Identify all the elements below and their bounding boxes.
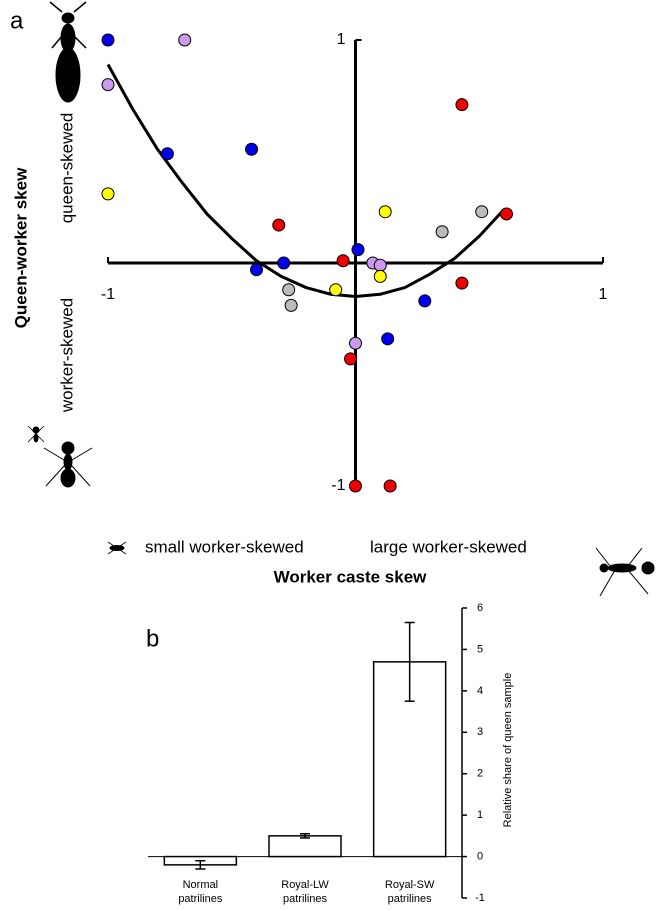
y-axis-title: Queen-worker skew: [11, 167, 30, 328]
point: [455, 98, 469, 112]
x-left-label: small worker-skewed: [145, 537, 304, 556]
x-tick-label: Normal patrilines: [178, 879, 223, 905]
point: [250, 263, 263, 277]
x-axis-title: Worker caste skew: [274, 567, 428, 586]
panel-label: a: [10, 7, 24, 34]
bar: [268, 835, 342, 858]
point: [336, 254, 350, 268]
point: [245, 142, 259, 156]
point: [349, 479, 362, 493]
ant-icon-queen: [49, 1, 87, 103]
point: [282, 283, 296, 297]
y-tick-label: 0: [477, 850, 483, 862]
point: [373, 269, 387, 283]
trend-line: [106, 63, 506, 298]
point: [475, 205, 489, 219]
y-tick-label: 3: [477, 726, 483, 738]
y-axis-title: Relative share of queen sample: [502, 673, 514, 828]
x-tick-label: -1: [101, 286, 115, 303]
point: [383, 479, 397, 493]
y-tick-label: 5: [477, 643, 483, 655]
point: [378, 205, 392, 219]
y-tick-label: 1: [337, 31, 346, 48]
x-tick-label: Royal-SW patrilines: [384, 879, 435, 905]
ant-icon-large: [595, 547, 655, 597]
point: [284, 298, 298, 312]
point: [351, 243, 365, 257]
point: [499, 207, 513, 221]
x-tick-label: 1: [599, 286, 608, 303]
y-tick-label: -1: [475, 892, 485, 904]
point: [455, 276, 469, 290]
y-tick-label: -1: [331, 477, 345, 494]
y-tick-label: 2: [477, 768, 483, 780]
panel-label: b: [146, 625, 159, 652]
point: [418, 294, 432, 308]
point: [178, 33, 192, 47]
x-tick-label: Royal-LW patrilines: [281, 879, 329, 905]
point: [344, 352, 358, 366]
y-tick-label: 6: [477, 602, 483, 614]
y-tick-label: 1: [477, 809, 483, 821]
point: [272, 218, 286, 232]
ant-icon-small: [107, 541, 127, 555]
point: [373, 258, 387, 272]
point: [101, 78, 115, 92]
y-upper-label: queen-skewed: [57, 113, 76, 224]
ant-icon-worker: [27, 425, 93, 488]
point: [381, 332, 395, 346]
point: [101, 33, 115, 47]
point: [277, 256, 291, 270]
y-tick-label: 4: [477, 685, 483, 697]
point: [101, 187, 115, 201]
point: [435, 225, 449, 239]
point: [329, 283, 343, 297]
point: [160, 147, 174, 161]
point: [349, 336, 362, 350]
y-lower-label: worker-skewed: [57, 298, 76, 413]
x-right-label: large worker-skewed: [370, 537, 527, 556]
